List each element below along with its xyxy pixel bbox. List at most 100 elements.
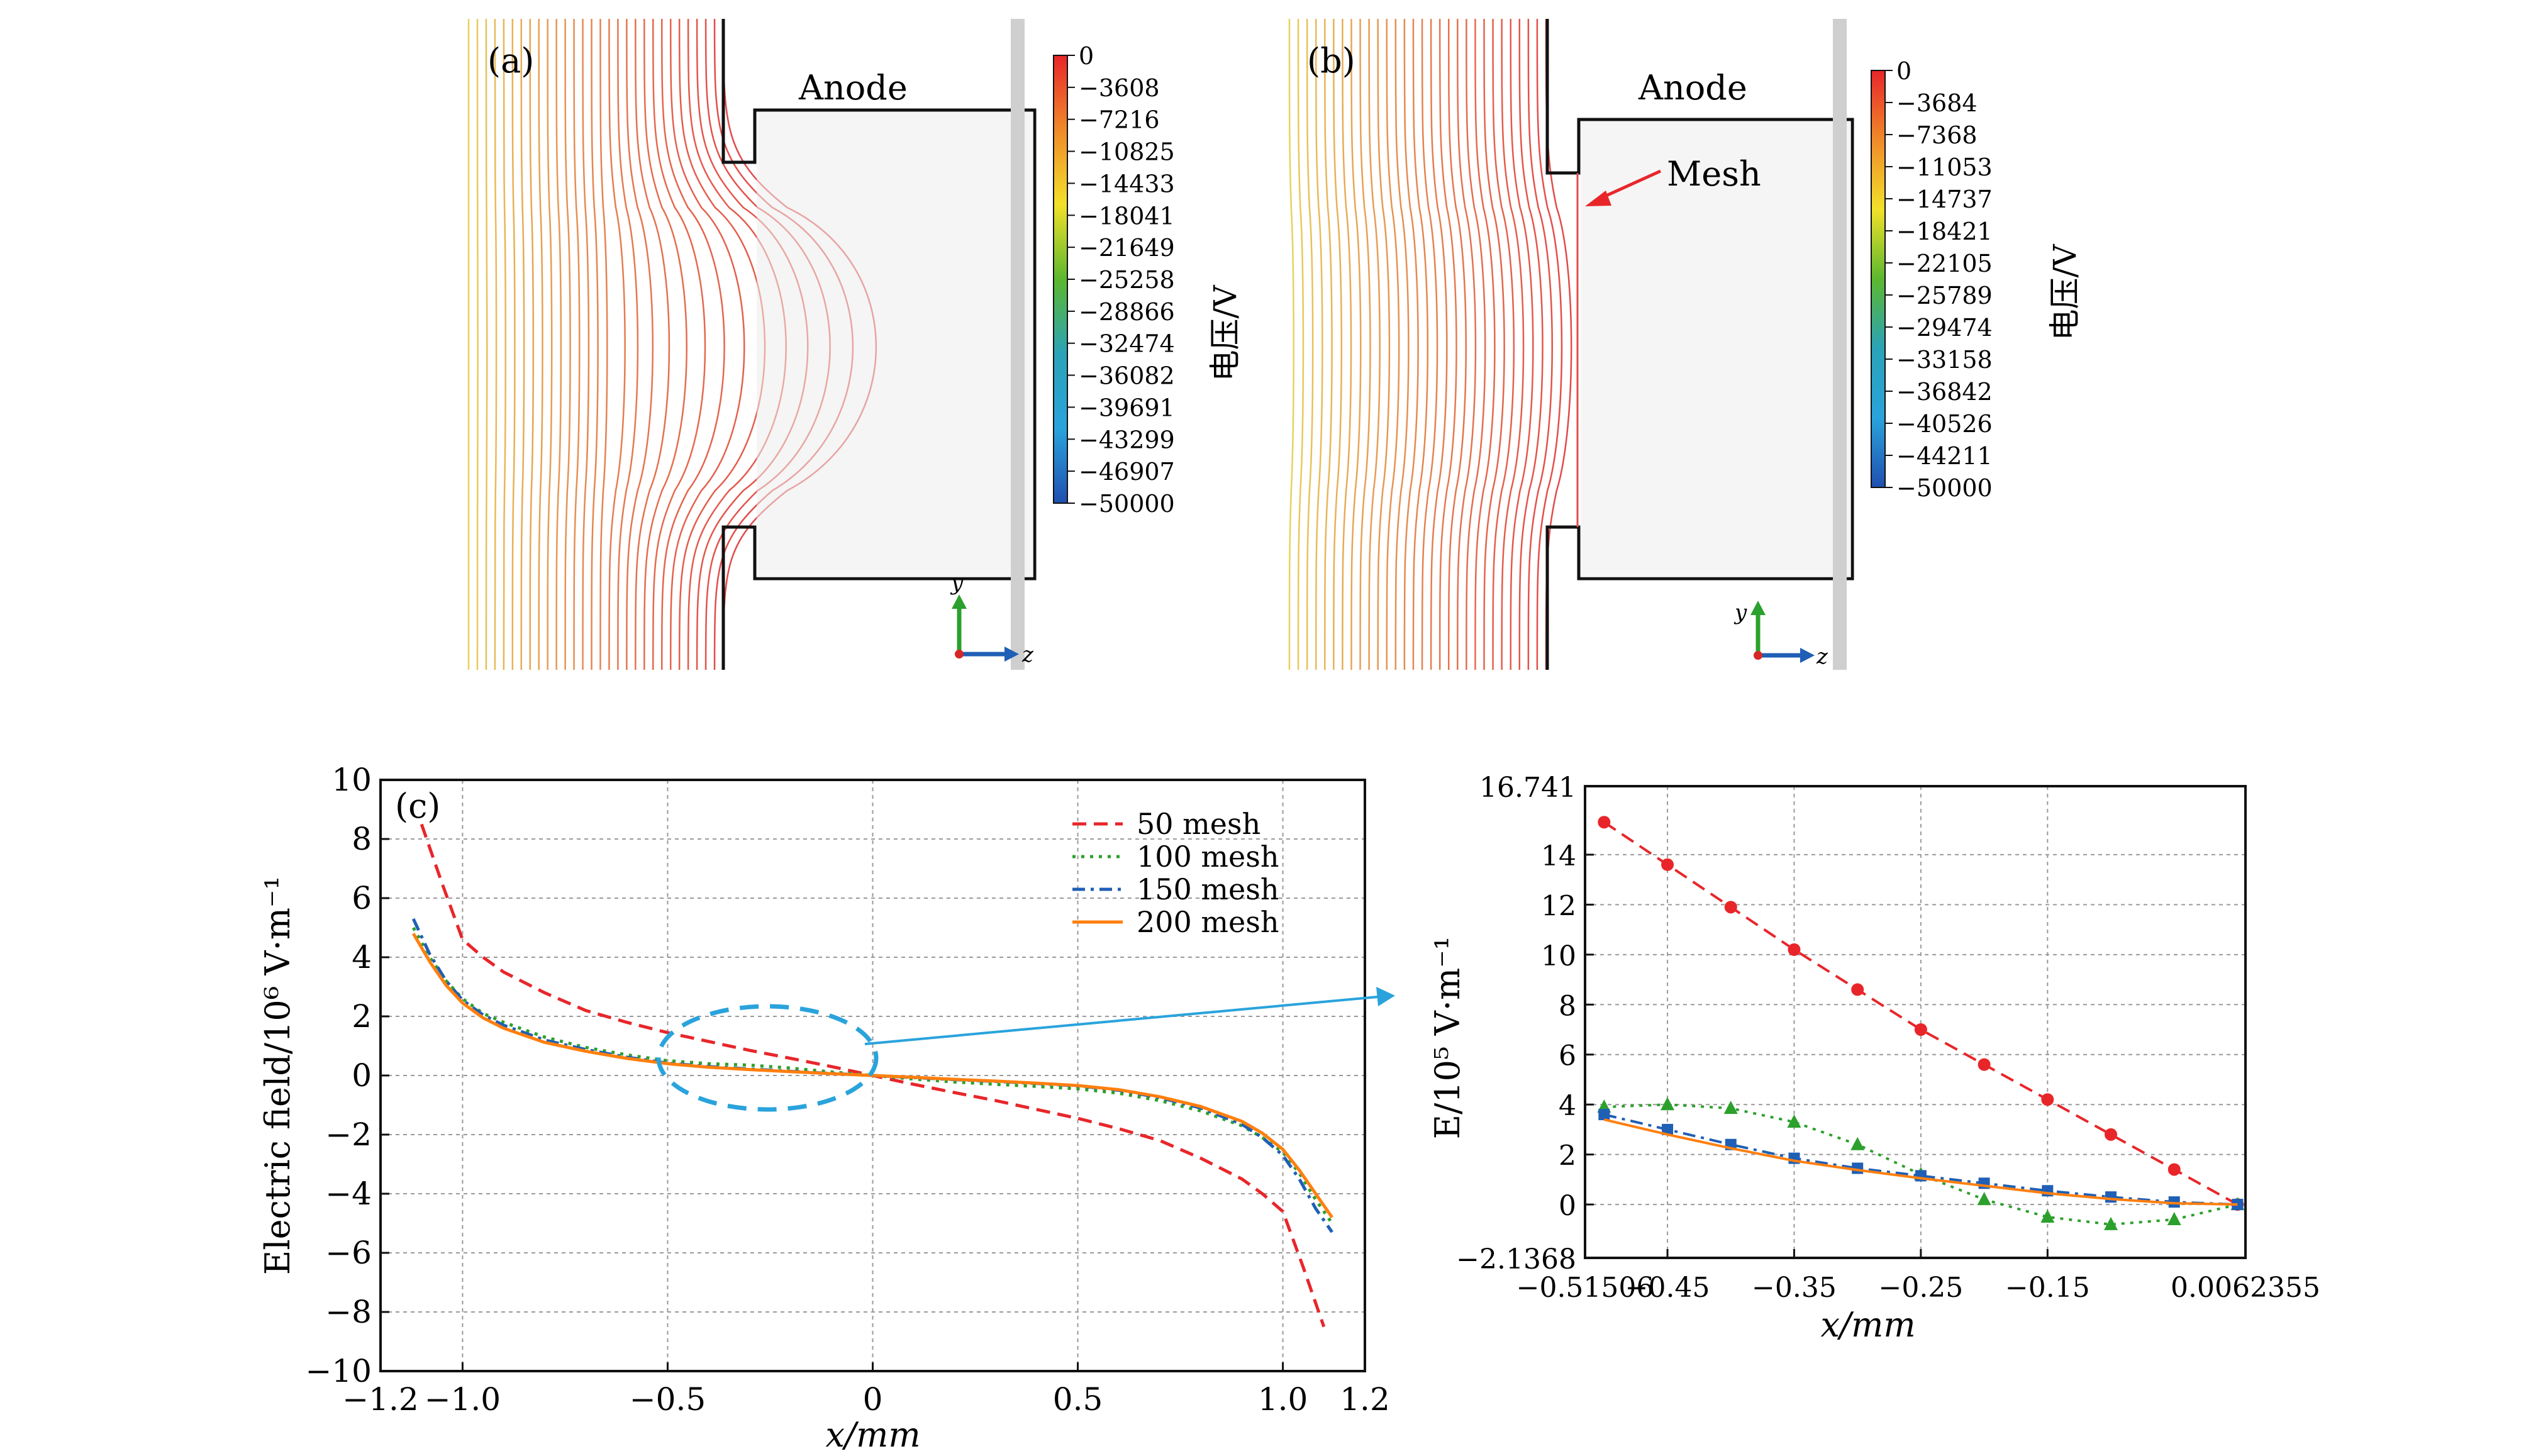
panel-b-field-line <box>1368 18 1381 670</box>
chart-c-series-line-4 <box>412 933 1333 1219</box>
panel-a-axis-z: z <box>1021 642 1034 667</box>
chart-d-series-marker-2 <box>1723 1101 1738 1114</box>
panel-a-field-line <box>547 18 553 670</box>
panel-b-colorbar-tick-label: −36842 <box>1896 378 1993 406</box>
chart-d-x-tick-label: −0.35 <box>1752 1272 1837 1304</box>
panel-b-colorbar-gradient <box>1871 70 1886 488</box>
chart-d-y-tick-label: 2 <box>1559 1140 1576 1172</box>
chart-d-series-marker-1 <box>1598 816 1611 829</box>
chart-d-x-tick-label: −0.15 <box>2005 1272 2090 1304</box>
panel-a-colorbar-tick-label: −14433 <box>1079 170 1175 197</box>
panel-b-colorbar-tick-label: −3684 <box>1896 89 1978 117</box>
chart-d-x-tick-label: −0.45 <box>1625 1272 1710 1304</box>
chart-c-y-tick-label: −10 <box>305 1353 372 1389</box>
panel-a-field-line <box>520 18 525 670</box>
panel-a-colorbar-tick-label: −32474 <box>1079 330 1175 358</box>
chart-d-grid <box>1584 786 2246 1259</box>
panel-a-field-line <box>564 18 571 670</box>
chart-d-series-line-3 <box>1603 1113 2238 1206</box>
panel-a-colorbar: 0 −3608 −7216 −10825 −14433 −18041 −21649 −2525… <box>1053 42 1175 518</box>
chart-c: −1.2 −1.0 −0.5 0 0.5 1.0 1.2 −10 −8 −6 −4 −2 0 2 4 6 8 10… <box>258 762 1395 1455</box>
panel-a-field-line <box>555 18 562 670</box>
chart-c-x-tick-label: 1.2 <box>1340 1381 1390 1418</box>
panel-a-field-line <box>485 18 488 670</box>
panel-b-field-line <box>1377 18 1391 670</box>
panel-a-field-line <box>529 18 535 670</box>
panel-a-field-line <box>652 18 706 670</box>
chart-d-series-marker-2 <box>1661 1097 1675 1111</box>
panel-a-axis-y: y <box>950 570 964 596</box>
chart-c-y-tick-label: 2 <box>352 998 372 1035</box>
panel-b-axis-triad: y z <box>1733 600 1828 669</box>
panel-b-colorbar-tick-label: −44211 <box>1896 442 1993 470</box>
panel-b-field-line <box>1474 18 1496 670</box>
chart-d-series-marker-1 <box>2167 1163 2181 1176</box>
panel-a-colorbar-tick-label: 0 <box>1079 42 1094 70</box>
chart-d-y-tick-label: 0 <box>1559 1190 1576 1222</box>
panel-b-field-line <box>1315 18 1323 670</box>
panel-a-colorbar-tick-label: −28866 <box>1079 298 1175 326</box>
chart-d: −0.51506−0.45 −0.35 −0.25 −0.15 0.0062355 −2.… <box>1428 772 2320 1345</box>
panel-b-field-line <box>1510 18 1534 670</box>
chart-d-series-marker-1 <box>1851 983 1864 996</box>
panel-b-colorbar-unit: 电压/V <box>2047 244 2083 341</box>
chart-d-xlabel: x/mm <box>1820 1305 1915 1345</box>
chart-d-x-tick-label: 0.0062355 <box>2171 1272 2320 1304</box>
chart-d-series-marker-1 <box>1724 901 1737 914</box>
chart-c-y-tick-label: 8 <box>352 821 372 857</box>
panel-b-colorbar-tick-label: 0 <box>1896 57 1911 85</box>
panel-a-colorbar-tick-label: −46907 <box>1079 458 1175 486</box>
chart-d-plot-frame <box>1584 785 2247 1259</box>
panel-b-anode-label: Anode <box>1638 68 1747 108</box>
panel-a-field-line <box>608 18 626 670</box>
chart-d-series-marker-2 <box>2167 1211 2181 1225</box>
panel-a-colorbar-tick-label: −43299 <box>1079 426 1175 453</box>
panel-a-label: (a) <box>487 41 534 81</box>
chart-d-series-line-2 <box>1604 1103 2238 1226</box>
panel-b-colorbar-tick-label: −7368 <box>1896 121 1978 149</box>
panel-b-label: (b) <box>1307 41 1355 81</box>
panel-b-field-line <box>1306 18 1314 670</box>
chart-d-series-marker-1 <box>1914 1023 1927 1036</box>
panel-a-colorbar-tick-label: −18041 <box>1079 202 1175 230</box>
chart-c-zoom-arrow <box>864 987 1395 1045</box>
chart-c-xlabel: x/mm <box>825 1415 920 1455</box>
panel-b-field-line <box>1333 18 1343 670</box>
panel-a-colorbar-unit: 电压/V <box>1207 285 1244 382</box>
panel-b-field-line <box>1466 18 1486 670</box>
panel-b: (b) Anode Mesh y z 0 −3684 −7368 −11053 −147… <box>1288 18 2083 670</box>
panel-a-anode-label: Anode <box>798 68 908 108</box>
panel-b-field-line <box>1430 18 1448 670</box>
panel-a-colorbar-tick-label: −39691 <box>1079 394 1175 421</box>
chart-d-series-marker-2 <box>1977 1192 1991 1206</box>
panel-b-field-line <box>1518 18 1544 670</box>
panel-a-colorbar-tick-label: −36082 <box>1079 362 1175 390</box>
chart-d-series-line-4 <box>1603 1118 2238 1206</box>
panel-a-field-line <box>582 18 590 670</box>
panel-b-field-line <box>1288 18 1294 670</box>
chart-d-series-marker-1 <box>1661 858 1674 871</box>
chart-d-series-marker-1 <box>1978 1058 1991 1071</box>
panel-a-field-line <box>669 18 745 670</box>
panel-b-field-line <box>1403 18 1419 670</box>
panel-b-colorbar-tick-label: −14737 <box>1896 186 1993 213</box>
panel-b-field-line <box>1483 18 1505 670</box>
chart-d-y-tick-label: −2.1368 <box>1456 1243 1576 1275</box>
chart-c-x-tick-label: 1.0 <box>1258 1381 1308 1418</box>
chart-d-series-marker-2 <box>1850 1136 1865 1150</box>
panel-a-field-line <box>599 18 608 670</box>
chart-c-y-tick-label: 0 <box>352 1057 372 1094</box>
panel-b-field-lines <box>1288 18 1572 670</box>
panel-b-colorbar-tick-label: −25789 <box>1896 282 1993 309</box>
chart-d-y-tick-label: 4 <box>1559 1090 1576 1122</box>
panel-a-field-line <box>503 18 506 670</box>
panel-b-mesh-label: Mesh <box>1667 154 1761 194</box>
chart-c-panel-label: (c) <box>395 786 440 826</box>
panel-b-colorbar-tick-label: −22105 <box>1896 250 1993 277</box>
panel-b-colorbar-tick-label: −18421 <box>1896 218 1993 245</box>
chart-c-y-tick-label: −4 <box>325 1175 372 1212</box>
chart-c-series <box>411 823 1333 1328</box>
panel-a-field-line <box>591 18 599 670</box>
